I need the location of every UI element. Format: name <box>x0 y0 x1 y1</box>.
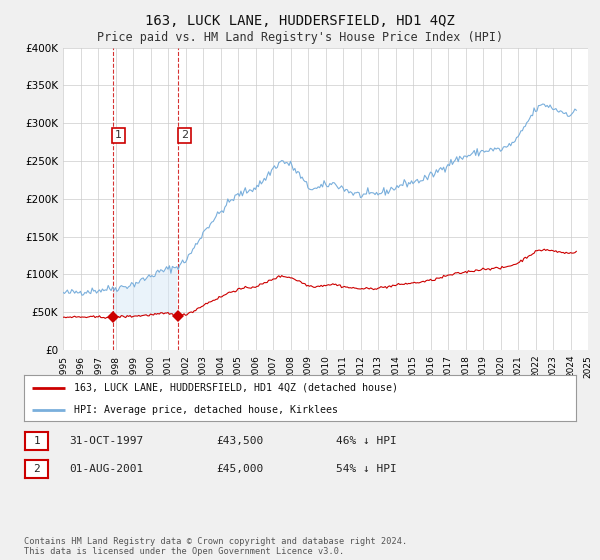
Text: Price paid vs. HM Land Registry's House Price Index (HPI): Price paid vs. HM Land Registry's House … <box>97 31 503 44</box>
Text: 1: 1 <box>33 436 40 446</box>
Text: 1: 1 <box>115 130 122 141</box>
Text: HPI: Average price, detached house, Kirklees: HPI: Average price, detached house, Kirk… <box>74 405 338 414</box>
Text: 163, LUCK LANE, HUDDERSFIELD, HD1 4QZ (detached house): 163, LUCK LANE, HUDDERSFIELD, HD1 4QZ (d… <box>74 382 398 393</box>
Text: 31-OCT-1997: 31-OCT-1997 <box>69 436 143 446</box>
Text: 163, LUCK LANE, HUDDERSFIELD, HD1 4QZ: 163, LUCK LANE, HUDDERSFIELD, HD1 4QZ <box>145 14 455 28</box>
Text: 46% ↓ HPI: 46% ↓ HPI <box>336 436 397 446</box>
Text: 2: 2 <box>33 464 40 474</box>
Text: 01-AUG-2001: 01-AUG-2001 <box>69 464 143 474</box>
Text: Contains HM Land Registry data © Crown copyright and database right 2024.
This d: Contains HM Land Registry data © Crown c… <box>24 536 407 556</box>
Text: 54% ↓ HPI: 54% ↓ HPI <box>336 464 397 474</box>
Text: 2: 2 <box>181 130 188 141</box>
Text: £43,500: £43,500 <box>216 436 263 446</box>
Text: £45,000: £45,000 <box>216 464 263 474</box>
